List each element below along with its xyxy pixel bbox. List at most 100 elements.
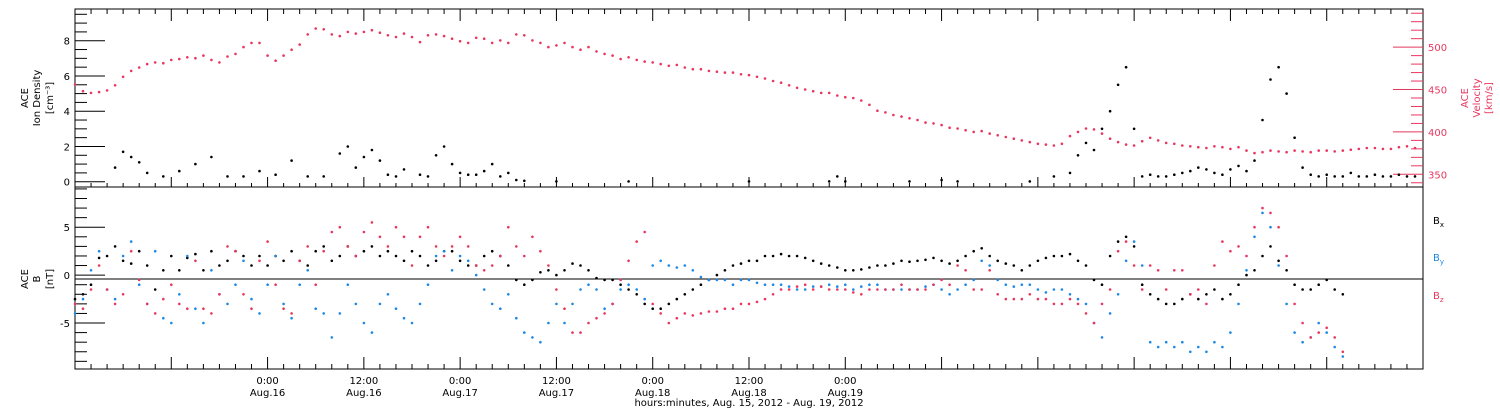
density-point	[1076, 154, 1080, 157]
bx-point	[1100, 283, 1104, 287]
by-point	[956, 288, 959, 291]
bz-point	[667, 321, 671, 325]
velocity-point	[266, 54, 269, 57]
velocity-point	[651, 61, 654, 64]
bz-point	[1092, 321, 1096, 325]
by-point	[89, 269, 93, 272]
by-point	[691, 269, 695, 272]
bz-point	[715, 310, 719, 313]
bz-point	[1317, 331, 1320, 334]
by-point	[1269, 225, 1272, 229]
bz-point	[434, 245, 438, 248]
by-point	[852, 288, 855, 291]
by-point	[755, 281, 759, 285]
bz-point	[651, 302, 654, 306]
velocity-point	[450, 37, 454, 40]
bz-point	[763, 297, 767, 301]
density-point	[226, 175, 229, 178]
b-ylabel-line1: ACE	[20, 269, 31, 289]
bz-point	[1341, 350, 1345, 354]
density-tick-label: 6	[64, 72, 70, 83]
by-point	[490, 302, 494, 306]
density-point	[499, 175, 502, 178]
bx-point	[1221, 297, 1224, 301]
bx-point	[1164, 302, 1168, 306]
by-point	[523, 331, 526, 334]
density-point	[258, 169, 261, 173]
by-point	[1164, 340, 1168, 344]
velocity-point	[490, 41, 494, 45]
bz-point	[1036, 297, 1040, 301]
velocity-point	[1052, 144, 1056, 147]
bz-point	[1012, 297, 1016, 301]
bx-point	[402, 259, 406, 263]
by-point	[1052, 288, 1056, 291]
density-point	[1285, 92, 1288, 95]
density-point	[354, 166, 358, 169]
bx-point	[386, 249, 390, 253]
bx-point	[771, 254, 775, 258]
by-point	[587, 283, 590, 287]
by-point	[1108, 312, 1112, 315]
velocity-point	[1269, 149, 1272, 152]
velocity-point	[563, 41, 566, 45]
bz-point	[876, 288, 879, 291]
density-point	[1124, 65, 1128, 69]
velocity-point	[346, 30, 350, 34]
density-point	[129, 155, 133, 159]
density-point	[1108, 109, 1112, 113]
bx-point	[1277, 259, 1280, 263]
bz-point	[1156, 269, 1160, 272]
velocity-point	[378, 31, 382, 34]
by-point	[763, 283, 767, 287]
density-point	[1052, 175, 1056, 178]
velocity-point	[290, 48, 293, 51]
velocity-point	[739, 73, 743, 76]
by-point	[482, 288, 486, 291]
velocity-point	[731, 71, 735, 74]
bz-point	[162, 297, 165, 301]
bz-point	[290, 312, 293, 315]
by-point	[442, 249, 446, 253]
density-point	[827, 180, 831, 183]
b-tick-label: 0	[64, 271, 70, 282]
bz-point	[1285, 254, 1288, 258]
velocity-point	[137, 66, 141, 69]
bx-point	[819, 262, 823, 265]
density-point	[1164, 175, 1168, 178]
bz-point	[258, 259, 261, 263]
by-point	[571, 302, 574, 306]
velocity-point	[1397, 145, 1401, 149]
bz-point	[314, 283, 318, 287]
by-point	[1116, 293, 1120, 296]
velocity-point	[1181, 144, 1184, 147]
by-point	[1245, 269, 1248, 272]
velocity-point	[972, 130, 975, 134]
density-point	[1309, 173, 1312, 176]
bz-point	[1060, 302, 1064, 306]
bx-point	[1173, 302, 1176, 306]
by-point	[980, 259, 983, 263]
velocity-point	[121, 75, 125, 79]
bz-point	[1124, 240, 1128, 243]
bz-point	[113, 302, 117, 306]
date-tick-label: Aug.17	[442, 388, 477, 399]
by-point	[202, 321, 205, 325]
bz-point	[739, 302, 743, 306]
by-point	[771, 283, 775, 287]
velocity-point	[105, 89, 109, 92]
density-point	[1245, 169, 1248, 173]
velocity-point	[836, 94, 839, 97]
velocity-point	[1221, 145, 1224, 149]
bx-point	[779, 252, 783, 256]
bz-point	[202, 307, 205, 311]
velocity-point	[466, 41, 470, 45]
plasma-panel-frame	[74, 8, 1424, 188]
bx-point	[852, 269, 855, 272]
velocity-point	[1309, 150, 1312, 154]
density-point	[1341, 175, 1345, 178]
bx-point	[1020, 269, 1024, 272]
velocity-point	[186, 56, 189, 59]
by-point	[298, 283, 302, 287]
bz-point	[964, 269, 967, 272]
